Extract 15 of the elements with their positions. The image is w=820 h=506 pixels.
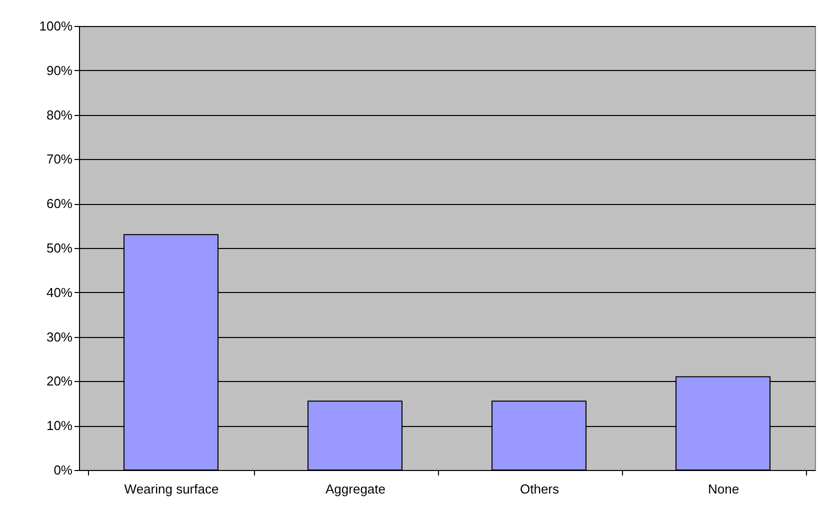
x-tick-label: Wearing surface [124, 482, 219, 496]
y-tick-label: 40% [46, 284, 73, 300]
y-tick-label: 60% [46, 196, 73, 212]
x-tick-label: Aggregate [326, 482, 386, 496]
y-tick-label: 50% [46, 240, 73, 256]
x-tick-label: None [708, 482, 740, 496]
y-tick-label: 100% [39, 18, 73, 34]
y-tick-label: 0% [54, 462, 73, 478]
y-tick-label: 70% [46, 152, 73, 167]
y-tick-label: 90% [46, 62, 73, 78]
y-tick-label: 20% [46, 374, 73, 389]
y-tick-label: 30% [46, 329, 73, 344]
x-tick-label: Others [520, 482, 560, 496]
y-tick-label: 80% [46, 107, 73, 122]
y-tick-label: 10% [46, 418, 73, 434]
